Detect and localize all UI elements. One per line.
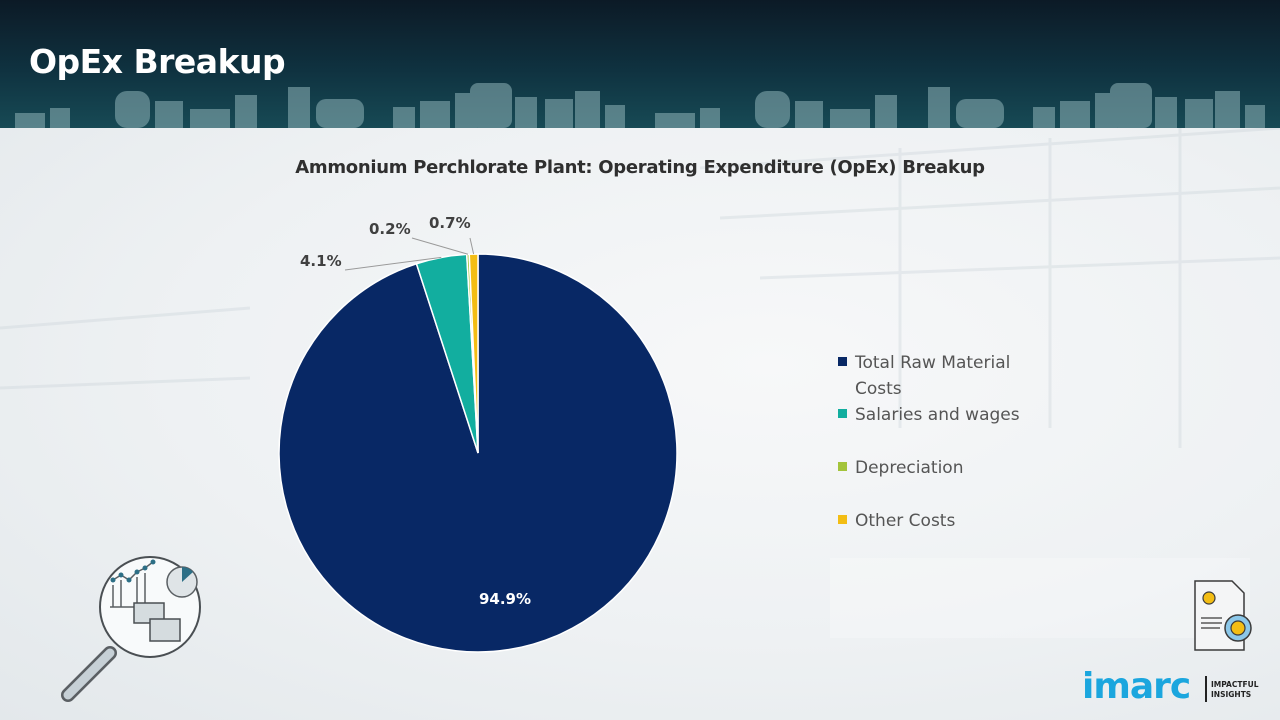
legend-label: Salaries and wages bbox=[855, 405, 1020, 425]
leader-line bbox=[469, 237, 475, 255]
factory-background bbox=[0, 128, 1280, 638]
invoice-gear-dollar-icon bbox=[1194, 580, 1252, 651]
legend-swatch bbox=[838, 357, 847, 366]
svg-text:IMPACTFUL: IMPACTFUL bbox=[1211, 680, 1259, 689]
header-banner: OpEx Breakup bbox=[0, 0, 1280, 128]
legend-item-depreciation: Depreciation bbox=[838, 455, 1045, 481]
leader-line bbox=[344, 256, 442, 271]
imarc-logo: imarc IMPACTFUL INSIGHTS bbox=[1082, 660, 1262, 710]
legend-label: Depreciation bbox=[855, 458, 964, 478]
legend-label: Total Raw Material Costs bbox=[855, 353, 1011, 399]
svg-text:INSIGHTS: INSIGHTS bbox=[1211, 690, 1251, 699]
city-skyline-graphic bbox=[15, 83, 1265, 128]
leader-line bbox=[411, 237, 469, 255]
data-label-other-costs: 0.7% bbox=[429, 214, 471, 232]
page-title: OpEx Breakup bbox=[29, 42, 286, 81]
legend-label: Other Costs bbox=[855, 511, 956, 531]
legend-swatch bbox=[838, 409, 847, 418]
legend-item-other-costs: Other Costs bbox=[838, 508, 1045, 534]
chart-title: Ammonium Perchlorate Plant: Operating Ex… bbox=[295, 157, 985, 178]
legend-item-salaries-and-wages: Salaries and wages bbox=[838, 402, 1045, 428]
data-label-salaries-and-wages: 4.1% bbox=[300, 252, 342, 270]
magnifier-analytics-icon bbox=[61, 556, 201, 702]
imarc-logo-graphic: imarc IMPACTFUL INSIGHTS bbox=[1082, 666, 1259, 707]
svg-text:imarc: imarc bbox=[1082, 666, 1190, 707]
data-label-total-raw-material-costs: 94.9% bbox=[479, 590, 531, 608]
legend-item-total-raw-material-costs: Total Raw Material Costs bbox=[838, 350, 1045, 402]
legend-swatch bbox=[838, 462, 847, 471]
data-label-depreciation: 0.2% bbox=[369, 220, 411, 238]
pie-slice-other-costs bbox=[468, 253, 479, 454]
legend-swatch bbox=[838, 515, 847, 524]
